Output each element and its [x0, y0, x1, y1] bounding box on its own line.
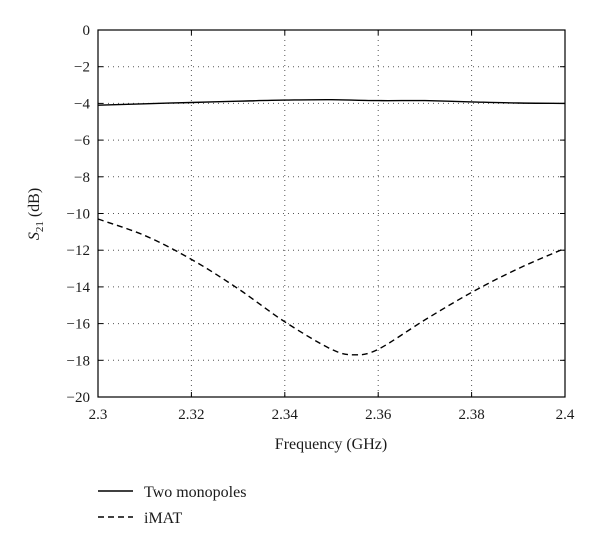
- legend: Two monopoles iMAT: [98, 484, 246, 527]
- y-tick-label: −10: [67, 207, 90, 223]
- series-line-imat: [97, 218, 566, 356]
- y-tick-label: −12: [67, 243, 90, 259]
- x-tick-label: 2.34: [272, 407, 299, 423]
- axis-ticks: [97, 29, 566, 398]
- y-axis-title-main: S: [26, 232, 43, 240]
- y-axis-title-unit: (dB): [26, 188, 43, 217]
- y-tick-label: −6: [74, 133, 90, 149]
- x-axis-title: Frequency (GHz): [275, 436, 387, 453]
- series-line-two-monopoles: [97, 98, 566, 106]
- legend-label-two-monopoles: Two monopoles: [144, 484, 246, 501]
- y-tick-label: −20: [67, 390, 90, 406]
- y-axis-title: S21 (dB): [26, 188, 46, 240]
- x-tick-label: 2.36: [365, 407, 392, 423]
- y-tick-label: −4: [74, 96, 90, 112]
- x-tick-label: 2.38: [458, 407, 484, 423]
- x-tick-label: 2.32: [178, 407, 204, 423]
- y-tick-label: 0: [83, 23, 91, 39]
- y-tick-label: −18: [67, 353, 90, 369]
- series-lines: [97, 98, 566, 356]
- legend-label-imat: iMAT: [144, 510, 182, 527]
- y-tick-label: −14: [67, 280, 91, 296]
- x-tick-label: 2.3: [89, 407, 108, 423]
- y-axis-title-subscript: 21: [34, 221, 46, 232]
- x-tick-label: 2.4: [556, 407, 575, 423]
- grid-lines: [98, 30, 565, 397]
- y-tick-label: −2: [74, 60, 90, 76]
- y-tick-labels: 0 −2 −4 −6 −8 −10 −12 −14 −16 −18 −20: [67, 23, 91, 406]
- x-tick-labels: 2.3 2.32 2.34 2.36 2.38 2.4: [89, 407, 575, 423]
- y-tick-label: −8: [74, 170, 90, 186]
- y-tick-label: −16: [67, 317, 91, 333]
